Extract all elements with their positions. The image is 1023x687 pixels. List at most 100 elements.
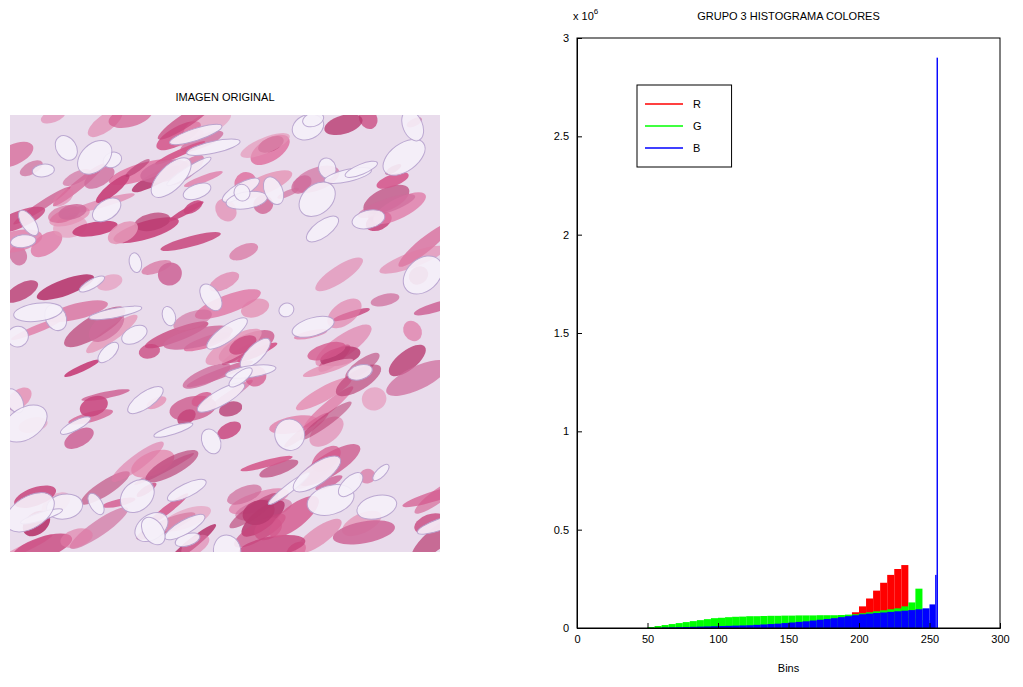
image-space bbox=[398, 115, 428, 144]
histogram-bar bbox=[774, 624, 781, 628]
histogram-bar bbox=[838, 617, 845, 628]
histogram-bar bbox=[937, 58, 938, 628]
image-space bbox=[165, 475, 209, 505]
image bbox=[10, 115, 440, 552]
image-stain bbox=[297, 398, 355, 444]
image-space bbox=[160, 305, 178, 328]
image-space bbox=[15, 207, 43, 239]
image-space bbox=[396, 248, 440, 301]
histogram-bar bbox=[901, 606, 908, 628]
histogram-bar bbox=[824, 619, 831, 628]
histogram-bar bbox=[873, 613, 880, 628]
histogram-bar bbox=[852, 614, 859, 628]
legend-swatch bbox=[645, 147, 683, 149]
image-space bbox=[32, 163, 56, 178]
legend-label: B bbox=[693, 142, 700, 154]
y-tick: 2.5 bbox=[554, 130, 582, 142]
y-tick-label: 1.5 bbox=[554, 327, 569, 339]
histogram-bar bbox=[922, 608, 929, 628]
x-tick-label: 150 bbox=[780, 633, 798, 645]
image-space bbox=[119, 321, 151, 348]
y-tick-mark bbox=[577, 333, 582, 334]
image-space bbox=[354, 491, 399, 523]
image-stain bbox=[382, 353, 440, 403]
multiplier-base: x 10 bbox=[573, 10, 594, 22]
x-tick-mark bbox=[718, 623, 719, 628]
histogram-bar bbox=[866, 599, 873, 629]
histogram-bar bbox=[732, 617, 739, 628]
image-stain bbox=[399, 317, 425, 345]
histogram-bar bbox=[852, 612, 859, 628]
histogram-bar bbox=[803, 615, 810, 628]
image-stain bbox=[106, 115, 155, 132]
image-stain bbox=[133, 210, 172, 235]
legend-label: G bbox=[693, 120, 702, 132]
histogram-bar bbox=[817, 620, 824, 628]
x-tick-mark bbox=[859, 623, 860, 628]
image-space bbox=[226, 365, 255, 391]
y-tick-label: 1 bbox=[563, 425, 569, 437]
image-space bbox=[203, 313, 252, 354]
histogram-bar bbox=[690, 621, 697, 628]
image-space bbox=[350, 207, 387, 232]
x-tick: 250 bbox=[921, 623, 939, 645]
legend-box bbox=[637, 85, 732, 167]
image-space bbox=[301, 115, 326, 129]
image-space bbox=[288, 115, 327, 145]
histogram-bar bbox=[760, 624, 767, 628]
histogram-bar bbox=[866, 612, 873, 628]
y-tick-mark bbox=[577, 38, 582, 39]
image-stain bbox=[401, 481, 440, 510]
image-space bbox=[292, 175, 342, 223]
y-tick-label: 3 bbox=[563, 32, 569, 44]
histogram-bar bbox=[894, 608, 901, 628]
x-tick: 200 bbox=[850, 623, 868, 645]
x-tick-label: 300 bbox=[991, 633, 1009, 645]
y-tick: 1 bbox=[563, 425, 582, 437]
image-space bbox=[195, 280, 226, 315]
histogram-bar bbox=[704, 619, 711, 628]
y-tick-mark bbox=[577, 530, 582, 531]
y-tick-label: 0 bbox=[563, 622, 569, 634]
image-stain bbox=[322, 115, 365, 139]
image-space bbox=[334, 468, 367, 500]
y-tick-label: 0.5 bbox=[554, 524, 569, 536]
histogram-bar bbox=[873, 611, 880, 628]
image-space bbox=[10, 323, 32, 351]
histogram-bar bbox=[767, 616, 774, 628]
x-tick-label: 0 bbox=[574, 633, 580, 645]
image-space bbox=[145, 151, 198, 204]
image-stain bbox=[137, 342, 161, 361]
x-tick-label: 200 bbox=[850, 633, 868, 645]
image-stain bbox=[167, 199, 205, 224]
histogram-bar bbox=[767, 624, 774, 628]
plot-frame bbox=[577, 38, 1000, 628]
histogram-bar bbox=[676, 623, 683, 628]
histogram-bar bbox=[838, 615, 845, 628]
histogram-bar bbox=[880, 610, 887, 628]
image-space bbox=[211, 533, 244, 552]
x-tick-label: 100 bbox=[709, 633, 727, 645]
x-axis-line bbox=[578, 623, 1001, 629]
image-space bbox=[370, 462, 391, 483]
y-tick-label: 2 bbox=[563, 229, 569, 241]
image-stain bbox=[238, 128, 293, 163]
image-space bbox=[85, 490, 108, 517]
histogram-bar bbox=[894, 611, 901, 628]
plot-background bbox=[577, 38, 1000, 628]
x-axis-title: Bins bbox=[778, 662, 800, 674]
image-space bbox=[51, 131, 82, 164]
histogram-bar bbox=[901, 611, 908, 628]
y-tick-mark bbox=[577, 235, 582, 236]
image-space bbox=[259, 174, 287, 208]
image-stain bbox=[240, 453, 294, 474]
histogram-bar bbox=[887, 609, 894, 628]
histogram-bar bbox=[915, 609, 922, 628]
image-space bbox=[71, 134, 118, 181]
chart-title: GRUPO 3 HISTOGRAMA COLORES bbox=[697, 10, 880, 22]
histogram-bar bbox=[760, 616, 767, 628]
image-space bbox=[88, 303, 143, 322]
histogram-bar bbox=[935, 575, 936, 628]
y-axis: 0 0.5 1 1.5 2 2.5 3 bbox=[554, 32, 582, 634]
image-space bbox=[153, 420, 194, 440]
